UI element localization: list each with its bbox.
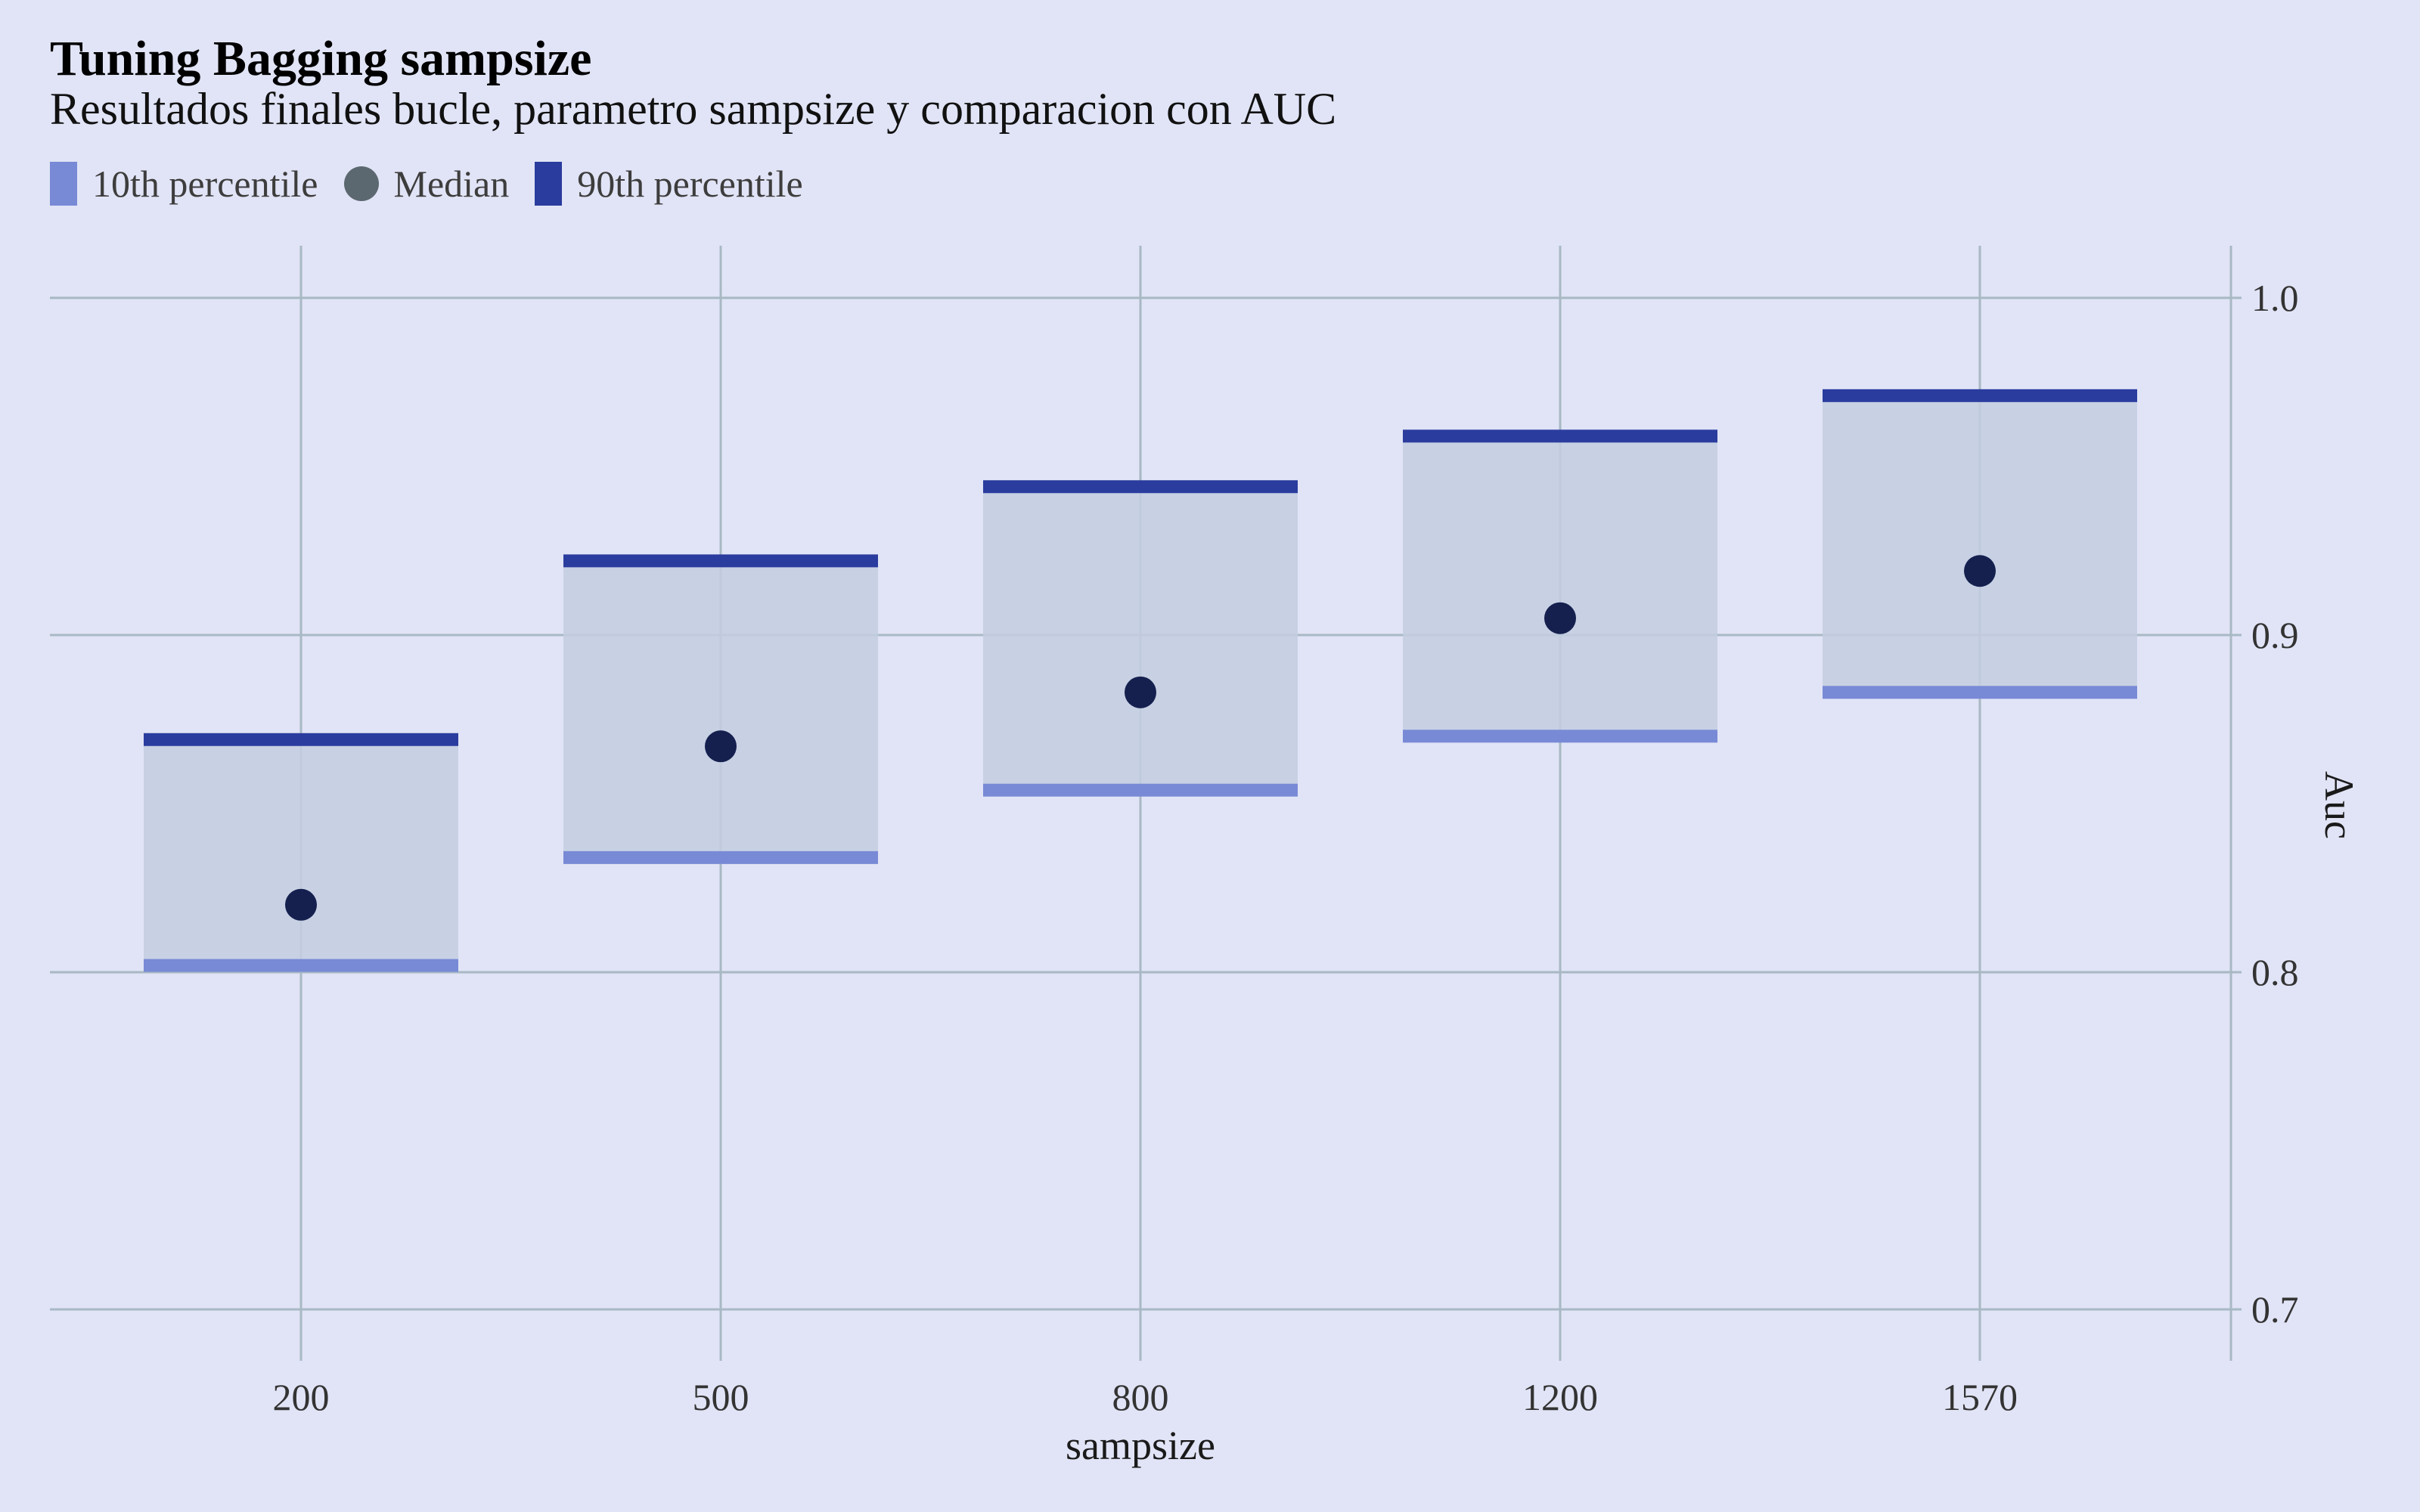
legend-item-median: Median [343, 162, 510, 206]
median-point [1544, 602, 1576, 634]
legend-label-p10: 10th percentile [92, 163, 318, 205]
x-axis-title: sampsize [1066, 1423, 1215, 1468]
p10-bars [144, 686, 2137, 972]
p10-bar [563, 850, 878, 864]
legend: 10th percentile Median 90th percentile [50, 157, 829, 210]
median-points [285, 555, 1996, 921]
median-point [285, 888, 317, 921]
legend-key-p10 [50, 162, 77, 206]
axes: 0.7 0.8 0.9 1.0 200 500 800 1200 1570 [273, 246, 2299, 1418]
chart-subtitle: Resultados finales bucle, parametro samp… [50, 84, 1337, 134]
legend-item-p10: 10th percentile [50, 162, 318, 206]
median-point [1964, 555, 1996, 587]
chart-title: Tuning Bagging sampsize [50, 31, 592, 86]
y-tick-label: 0.8 [2251, 951, 2299, 993]
legend-label-p90: 90th percentile [577, 163, 803, 205]
p10-bar [983, 783, 1298, 797]
range-box [563, 560, 878, 858]
p10-bar [1403, 730, 1717, 743]
x-tick-label: 800 [1112, 1376, 1169, 1418]
x-tick-label: 1200 [1522, 1376, 1598, 1418]
y-tick-label: 0.7 [2251, 1288, 2299, 1331]
legend-key-p90 [535, 162, 563, 206]
legend-key-median [343, 166, 379, 201]
p90-bar [563, 554, 878, 568]
y-axis-title: Auc [2316, 771, 2362, 839]
median-point [705, 730, 737, 763]
p90-bar [1823, 389, 2137, 402]
range-box [144, 739, 458, 966]
p90-bar [1403, 429, 1717, 443]
range-box [1823, 395, 2137, 692]
percentile-boxes [144, 395, 2137, 966]
x-tick-label: 500 [693, 1376, 749, 1418]
median-point [1125, 676, 1156, 708]
p10-bar [144, 959, 458, 972]
x-tick-label: 1570 [1942, 1376, 2018, 1418]
p90-bars [144, 389, 2137, 746]
x-tick-label: 200 [273, 1376, 330, 1418]
y-tick-label: 0.9 [2251, 614, 2299, 656]
p10-bar [1823, 686, 2137, 699]
p90-bar [144, 733, 458, 746]
p90-bar [983, 480, 1298, 494]
range-box [1403, 435, 1717, 736]
y-tick-label: 1.0 [2251, 277, 2299, 319]
legend-label-median: Median [393, 163, 510, 205]
legend-item-p90: 90th percentile [535, 162, 803, 206]
range-box [983, 486, 1298, 791]
